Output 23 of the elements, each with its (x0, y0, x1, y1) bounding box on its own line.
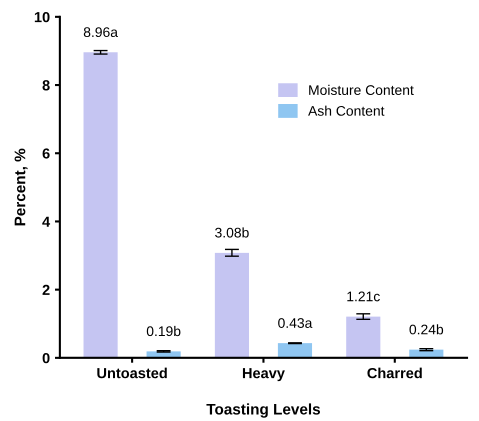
x-axis-title: Toasting Levels (206, 403, 320, 418)
data-label: 1.21c (347, 292, 380, 302)
y-tick-label: 0 (42, 352, 50, 364)
bar (214, 252, 250, 358)
data-label: 8.96a (84, 27, 118, 38)
y-tick-label: 4 (42, 216, 50, 227)
y-axis-title: Percent, % (14, 148, 28, 226)
legend-label: Ash Content (308, 106, 384, 116)
data-label: 0.43a (278, 318, 312, 328)
bar (346, 316, 380, 358)
y-tick-label: 2 (42, 284, 50, 295)
y-tick-label: 6 (42, 148, 50, 159)
bar (278, 343, 312, 358)
data-label: 3.08b (215, 227, 249, 238)
legend-label: Moisture Content (309, 84, 414, 96)
x-tick-label: Heavy (242, 368, 285, 382)
x-tick-label: Charred (367, 368, 422, 378)
data-label: 0.24b (409, 324, 444, 334)
data-label: 0.19b (146, 326, 180, 336)
y-tick-label: 10 (34, 12, 50, 22)
x-tick-label: Untoasted (97, 368, 167, 378)
y-tick-label: 8 (42, 80, 50, 90)
bar (84, 52, 118, 358)
